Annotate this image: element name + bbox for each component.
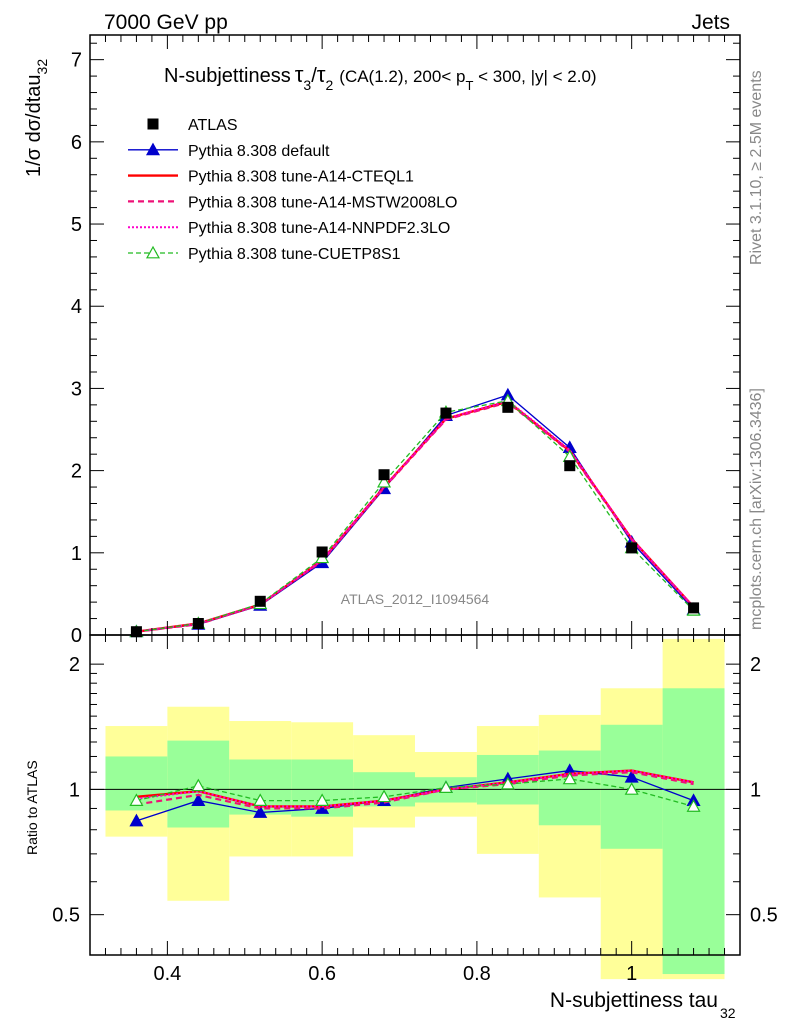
main-axis-ticks: 0 1 2 3 4 5 6 7 [71,42,740,647]
main-point-data [440,407,452,419]
y-tick-label: 6 [71,132,82,154]
ratio-point-cuetp8s1 [624,782,639,795]
header-right-label: Jets [691,11,730,34]
main-point-data [688,602,700,614]
legend: ATLAS Pythia 8.308 default Pythia 8.308 tu… [128,117,457,263]
y-tick-label: 7 [71,50,82,72]
legend-label-default: Pythia 8.308 default [188,143,330,160]
legend-label-data: ATLAS [188,117,238,134]
main-line-nnpdf [136,399,695,633]
ratio-series-group [129,763,701,827]
ratio-series-nnpdf [136,769,694,808]
main-point-data [502,401,514,413]
main-line-cuetp8s1 [136,400,695,633]
y-tick-label: 3 [71,378,82,400]
main-point-data [316,546,328,558]
ratio-point-cuetp8s1 [438,780,453,794]
legend-label-nnpdf: Pythia 8.308 tune-A14-NNPDF2.3LO [188,220,450,237]
ratio-y-tick-label-right: 2 [750,654,761,676]
legend-label-cteql1: Pythia 8.308 tune-A14-CTEQL1 [188,169,414,186]
analysis-id-label: ATLAS_2012_I1094564 [341,591,490,607]
chart-title: N-subjettiness τ3/τ2 (CA(1.2), 200< pT < 3… [164,62,597,93]
header-left-label: 7000 GeV pp [104,11,228,34]
ratio-bands [105,638,725,980]
ratio-point-cuetp8s1 [191,778,206,792]
ratio-point-cuetp8s1 [562,771,577,785]
x-tick-label: 0.4 [153,963,181,985]
main-point-data [192,617,204,629]
ratio-y-tick-label: 1 [69,779,80,801]
legend-label-mstw: Pythia 8.308 tune-A14-MSTW2008LO [188,194,457,211]
ratio-line-nnpdf [136,769,694,808]
y-tick-label: 4 [71,296,82,318]
y-axis-label-main: 1/σ dσ/dtau32 [23,59,50,177]
ratio-point-default [129,813,144,827]
ratio-y-tick-label: 0.5 [52,905,80,927]
main-point-data [626,542,638,554]
ratio-point-default [191,793,206,806]
y-tick-label: 5 [71,214,82,236]
main-series-group [129,387,701,638]
ratio-series-cuetp8s1 [129,771,701,812]
ratio-band-inner [662,688,725,975]
main-point-data [378,469,390,481]
ratio-axis-ticks: 0.4 0.6 0.8 1 0.5 0.5 1 1 2 2 [52,35,778,985]
x-tick-label: 0.8 [463,963,491,985]
legend-label-cuetp8s1: Pythia 8.308 tune-CUETP8S1 [188,246,401,263]
ratio-frame [89,634,741,956]
x-axis-label: N-subjettiness tau [550,989,718,1012]
legend-entry-default: Pythia 8.308 default [128,142,330,160]
main-series-data [130,401,700,638]
ratio-y-tick-label-right: 1 [750,779,761,801]
mcplots-label: mcplots.cern.ch [arXiv:1306.3436] [748,388,765,630]
ratio-y-tick-label: 2 [69,654,80,676]
main-point-data [564,460,576,472]
legend-entry-cuetp8s1: Pythia 8.308 tune-CUETP8S1 [128,245,401,263]
ratio-y-tick-label-right: 0.5 [750,905,778,927]
main-series-nnpdf [136,399,695,633]
ratio-point-cuetp8s1 [377,789,392,803]
legend-entry-nnpdf: Pythia 8.308 tune-A14-NNPDF2.3LO [128,220,450,237]
main-point-cuetp8s1 [377,474,392,488]
ratio-panel: 0.4 0.6 0.8 1 0.5 0.5 1 1 2 2 [52,35,778,985]
legend-marker-default [145,142,161,156]
ratio-point-cuetp8s1 [500,776,515,790]
y-tick-label: 2 [71,461,82,483]
legend-marker-data [147,118,159,130]
x-axis-label-sub: 32 [720,1005,736,1021]
main-point-data [254,595,266,607]
main-panel: 0 1 2 3 4 5 6 7 ATLAS_2012_I1094564 ATLAS Pythia… [71,34,741,647]
x-tick-label: 1 [626,963,637,985]
ratio-band-inner [538,750,601,826]
ratio-point-default [253,805,268,818]
ratio-point-cuetp8s1 [253,793,268,806]
ratio-point-cuetp8s1 [315,793,330,806]
ratio-line-cuetp8s1 [136,778,694,808]
legend-marker-cuetp8s1 [145,245,161,259]
ratio-point-cuetp8s1 [129,793,144,806]
ratio-point-default [624,769,639,783]
y-tick-label: 1 [71,543,82,565]
y-axis-label-ratio: Ratio to ATLAS [24,760,40,855]
rivet-label: Rivet 3.1.10, ≥ 2.5M events [748,70,765,265]
ratio-point-cuetp8s1 [686,799,701,812]
legend-entry-mstw: Pythia 8.308 tune-A14-MSTW2008LO [128,194,457,211]
legend-entry-cteql1: Pythia 8.308 tune-A14-CTEQL1 [128,169,414,186]
x-tick-label: 0.6 [308,963,336,985]
legend-entry-data: ATLAS [147,117,238,134]
y-tick-label: 0 [71,625,82,647]
